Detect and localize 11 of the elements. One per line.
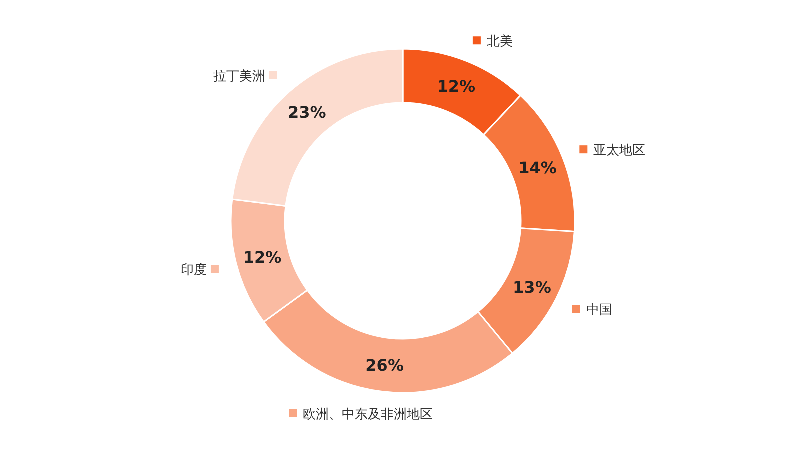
data-label: 26% [366, 356, 404, 375]
slice-label: 印度 [180, 262, 207, 278]
data-label: 12% [243, 248, 282, 268]
data-label: 12% [437, 77, 476, 96]
data-label: 23% [288, 103, 326, 122]
legend-label: 北美 [486, 34, 513, 50]
data-label: 13% [513, 278, 552, 297]
data-label: 14% [518, 158, 557, 178]
legend-label: 亚太地区 [594, 144, 646, 159]
slice-label: 拉丁美洲 [213, 68, 266, 84]
legend-label: 中国 [586, 303, 612, 318]
